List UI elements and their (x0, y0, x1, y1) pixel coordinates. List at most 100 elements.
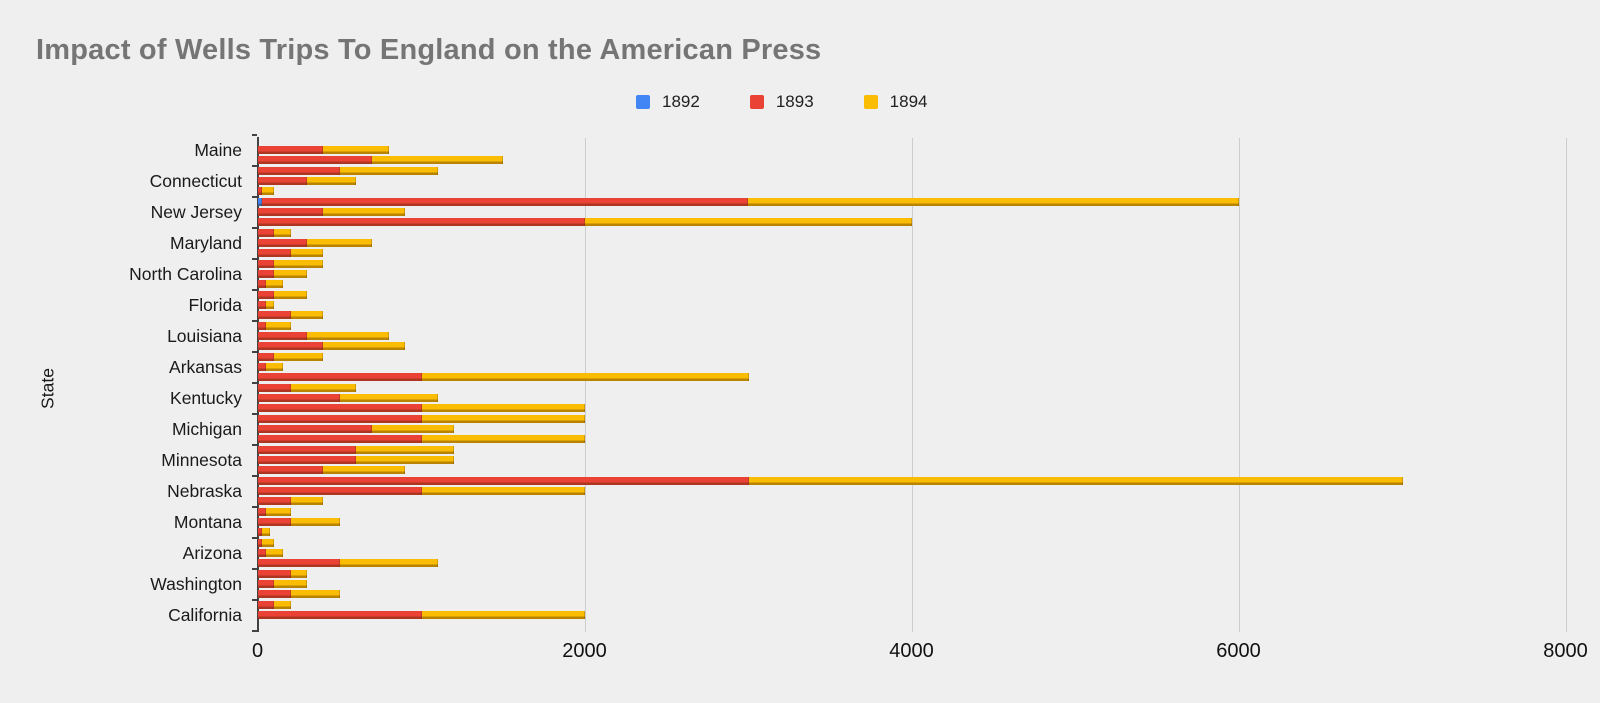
bar-michigan-1[interactable] (258, 414, 585, 423)
bar-arkansas-3[interactable] (258, 373, 749, 382)
bar-segment-1894[interactable] (274, 600, 291, 609)
bar-california-2[interactable] (258, 611, 585, 620)
bar-segment-1894[interactable] (339, 559, 438, 568)
bar-segment-1894[interactable] (748, 197, 1239, 206)
bar-segment-1893[interactable] (262, 197, 749, 206)
bar-maine-3[interactable] (258, 156, 504, 165)
bar-kentucky-3[interactable] (258, 404, 585, 413)
bar-florida-3[interactable] (258, 311, 324, 320)
bar-segment-1893[interactable] (258, 580, 275, 589)
bar-segment-1893[interactable] (258, 569, 291, 578)
bar-segment-1893[interactable] (258, 383, 291, 392)
bar-kentucky-1[interactable] (258, 383, 357, 392)
bar-segment-1893[interactable] (258, 228, 275, 237)
bar-segment-1893[interactable] (258, 538, 263, 547)
bar-segment-1893[interactable] (258, 177, 308, 186)
bar-segment-1893[interactable] (258, 435, 422, 444)
bar-arizona-3[interactable] (258, 559, 438, 568)
bar-segment-1894[interactable] (262, 187, 275, 196)
bar-segment-1893[interactable] (258, 352, 275, 361)
bar-connecticut-1[interactable] (258, 166, 438, 175)
bar-segment-1893[interactable] (258, 394, 340, 403)
bar-segment-1893[interactable] (258, 518, 291, 527)
bar-segment-1893[interactable] (258, 466, 324, 475)
bar-michigan-3[interactable] (258, 435, 585, 444)
bar-segment-1893[interactable] (258, 507, 267, 516)
bar-segment-1894[interactable] (262, 528, 271, 537)
bar-segment-1894[interactable] (266, 549, 283, 558)
bar-segment-1894[interactable] (274, 228, 291, 237)
bar-segment-1893[interactable] (258, 600, 275, 609)
bar-florida-2[interactable] (258, 301, 275, 310)
bar-nebraska-3[interactable] (258, 497, 324, 506)
bar-segment-1893[interactable] (258, 549, 267, 558)
bar-minnesota-3[interactable] (258, 466, 406, 475)
bar-segment-1894[interactable] (323, 342, 406, 351)
bar-segment-1893[interactable] (258, 290, 275, 299)
bar-segment-1894[interactable] (262, 538, 275, 547)
bar-montana-1[interactable] (258, 507, 291, 516)
bar-new-jersey-2[interactable] (258, 208, 406, 217)
bar-segment-1894[interactable] (290, 518, 340, 527)
bar-segment-1893[interactable] (258, 342, 324, 351)
bar-segment-1894[interactable] (421, 611, 585, 620)
bar-washington-2[interactable] (258, 580, 308, 589)
bar-segment-1894[interactable] (290, 569, 308, 578)
bar-segment-1894[interactable] (339, 166, 438, 175)
bar-segment-1893[interactable] (258, 218, 585, 227)
bar-segment-1894[interactable] (290, 383, 357, 392)
bar-segment-1894[interactable] (266, 363, 283, 372)
bar-segment-1893[interactable] (258, 270, 275, 279)
bar-segment-1893[interactable] (258, 476, 749, 485)
bar-washington-3[interactable] (258, 590, 340, 599)
bar-segment-1894[interactable] (274, 352, 324, 361)
bar-segment-1894[interactable] (421, 487, 585, 496)
bar-segment-1894[interactable] (266, 321, 291, 330)
bar-segment-1894[interactable] (323, 466, 406, 475)
bar-segment-1893[interactable] (258, 332, 308, 341)
bar-segment-1893[interactable] (258, 280, 267, 289)
bar-segment-1894[interactable] (274, 290, 308, 299)
bar-maryland-2[interactable] (258, 239, 373, 248)
bar-segment-1893[interactable] (258, 611, 422, 620)
bar-segment-1892[interactable] (258, 197, 263, 206)
bar-segment-1893[interactable] (258, 249, 291, 258)
bar-segment-1893[interactable] (258, 528, 263, 537)
bar-florida-1[interactable] (258, 290, 308, 299)
bar-segment-1894[interactable] (323, 208, 406, 217)
bar-louisiana-2[interactable] (258, 332, 389, 341)
bar-north-carolina-2[interactable] (258, 270, 308, 279)
bar-segment-1894[interactable] (274, 259, 324, 268)
bar-segment-1894[interactable] (421, 373, 749, 382)
bar-segment-1893[interactable] (258, 445, 357, 454)
bar-segment-1893[interactable] (258, 456, 357, 465)
bar-arkansas-1[interactable] (258, 352, 324, 361)
bar-segment-1894[interactable] (585, 218, 912, 227)
bar-segment-1894[interactable] (421, 404, 585, 413)
bar-segment-1893[interactable] (258, 559, 340, 568)
bar-washington-1[interactable] (258, 569, 308, 578)
bar-montana-3[interactable] (258, 528, 271, 537)
bar-segment-1893[interactable] (258, 404, 422, 413)
bar-nebraska-2[interactable] (258, 487, 585, 496)
bar-connecticut-2[interactable] (258, 177, 357, 186)
bar-segment-1893[interactable] (258, 590, 291, 599)
bar-segment-1893[interactable] (258, 311, 291, 320)
bar-north-carolina-1[interactable] (258, 259, 324, 268)
bar-kentucky-2[interactable] (258, 394, 438, 403)
bar-maine-2[interactable] (258, 146, 389, 155)
bar-segment-1893[interactable] (258, 146, 324, 155)
bar-segment-1893[interactable] (258, 414, 422, 423)
bar-segment-1894[interactable] (290, 590, 340, 599)
bar-north-carolina-3[interactable] (258, 280, 283, 289)
bar-segment-1893[interactable] (258, 166, 340, 175)
bar-new-jersey-1[interactable] (258, 197, 1239, 206)
bar-segment-1893[interactable] (258, 208, 324, 217)
bar-segment-1894[interactable] (274, 270, 308, 279)
bar-segment-1894[interactable] (290, 249, 324, 258)
bar-montana-2[interactable] (258, 518, 340, 527)
bar-segment-1894[interactable] (356, 456, 455, 465)
bar-segment-1894[interactable] (266, 280, 283, 289)
bar-minnesota-2[interactable] (258, 456, 455, 465)
bar-segment-1893[interactable] (258, 373, 422, 382)
